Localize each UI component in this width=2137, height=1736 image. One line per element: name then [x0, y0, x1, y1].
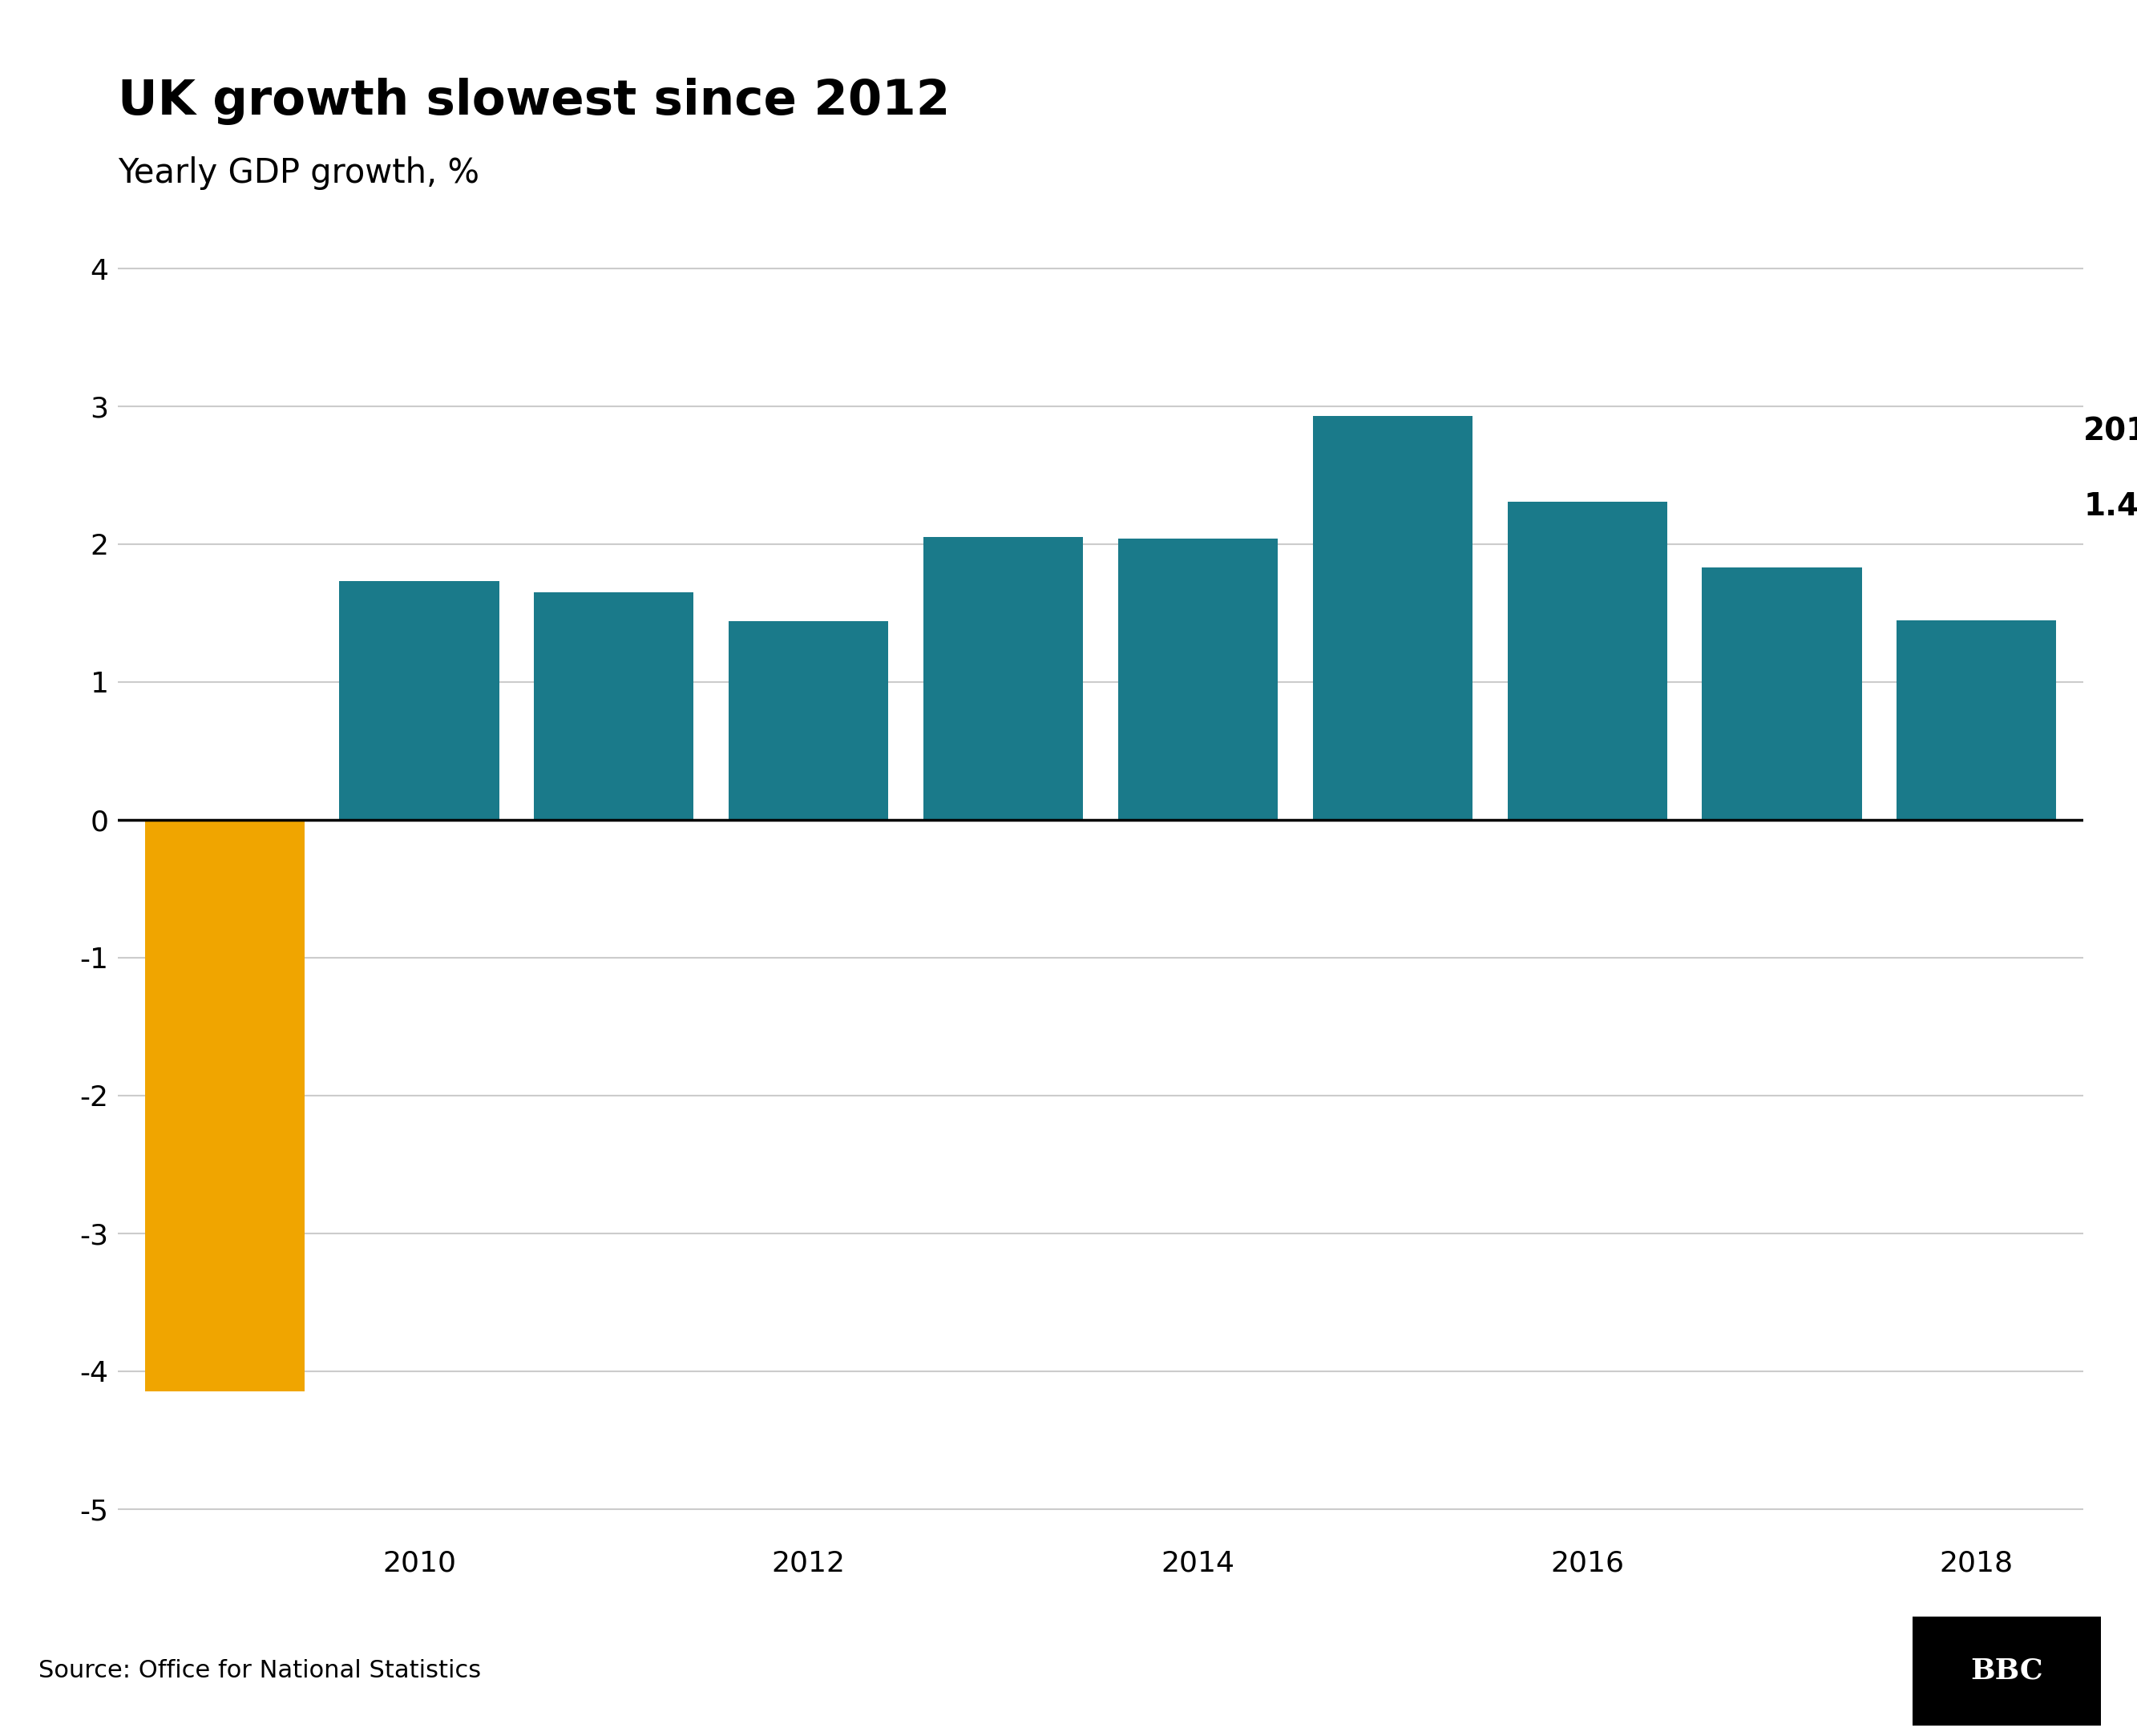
- Bar: [923, 536, 1083, 819]
- Text: Yearly GDP growth, %: Yearly GDP growth, %: [118, 156, 479, 189]
- Text: 1.4%: 1.4%: [2084, 491, 2137, 523]
- Text: 2018: 2018: [2084, 417, 2137, 446]
- Bar: [1898, 620, 2056, 819]
- Bar: [145, 819, 303, 1392]
- Bar: [1312, 417, 1472, 819]
- Bar: [1118, 538, 1278, 819]
- Bar: [1701, 568, 1861, 819]
- Text: BBC: BBC: [1970, 1658, 2043, 1684]
- Text: UK growth slowest since 2012: UK growth slowest since 2012: [118, 78, 949, 125]
- FancyBboxPatch shape: [1913, 1616, 2101, 1726]
- Text: Source: Office for National Statistics: Source: Office for National Statistics: [38, 1660, 481, 1682]
- Bar: [534, 592, 695, 819]
- Bar: [340, 582, 500, 819]
- Bar: [1507, 502, 1667, 819]
- Bar: [729, 621, 889, 819]
